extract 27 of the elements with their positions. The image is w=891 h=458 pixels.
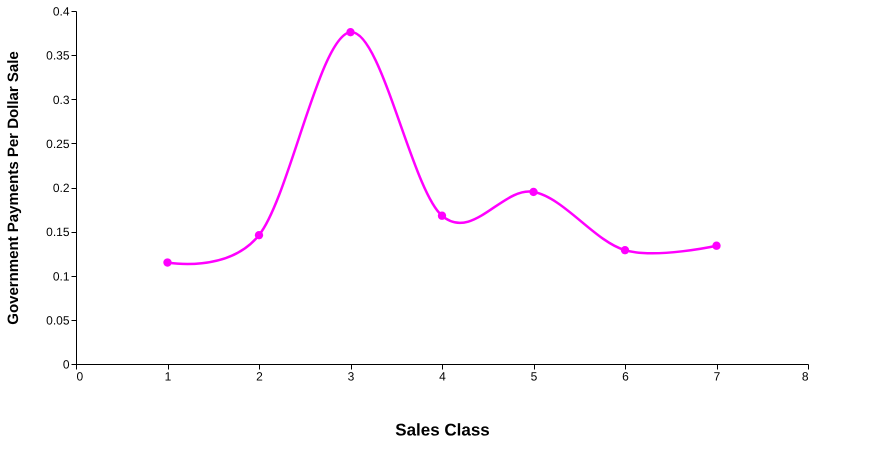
x-tick-label: 2 bbox=[256, 370, 264, 384]
y-tick-label: 0.2 bbox=[52, 181, 70, 195]
y-tick-label: 0.1 bbox=[52, 269, 70, 284]
x-axis-title: Sales Class bbox=[395, 420, 490, 440]
y-tick-label: 0 bbox=[62, 358, 70, 372]
x-tick-label: 0 bbox=[76, 370, 84, 384]
point bbox=[163, 258, 172, 267]
y-axis-title: Government Payments Per Dollar Sale bbox=[5, 51, 22, 325]
x-tick-label: 8 bbox=[802, 370, 809, 384]
x-tick-label: 6 bbox=[622, 370, 630, 384]
x-tick-label: 5 bbox=[530, 370, 538, 384]
point bbox=[620, 246, 630, 254]
y-tick-label: 0.4 bbox=[52, 4, 70, 18]
x-tick-label: 4 bbox=[439, 370, 446, 384]
point bbox=[254, 230, 264, 240]
point bbox=[712, 242, 721, 250]
point bbox=[529, 188, 538, 196]
y-tick-label: 0.05 bbox=[46, 313, 70, 328]
y-tick-label: 0.35 bbox=[46, 48, 70, 63]
x-tick-label: 1 bbox=[164, 370, 172, 384]
y-tick-label: 0.15 bbox=[46, 225, 70, 240]
x-tick-label: 7 bbox=[714, 370, 721, 384]
point bbox=[346, 28, 355, 36]
y-tick-label: 0.3 bbox=[52, 92, 70, 107]
y-tick-label: 0.25 bbox=[46, 136, 70, 151]
point bbox=[438, 212, 446, 220]
x-tick-label: 3 bbox=[348, 370, 355, 384]
